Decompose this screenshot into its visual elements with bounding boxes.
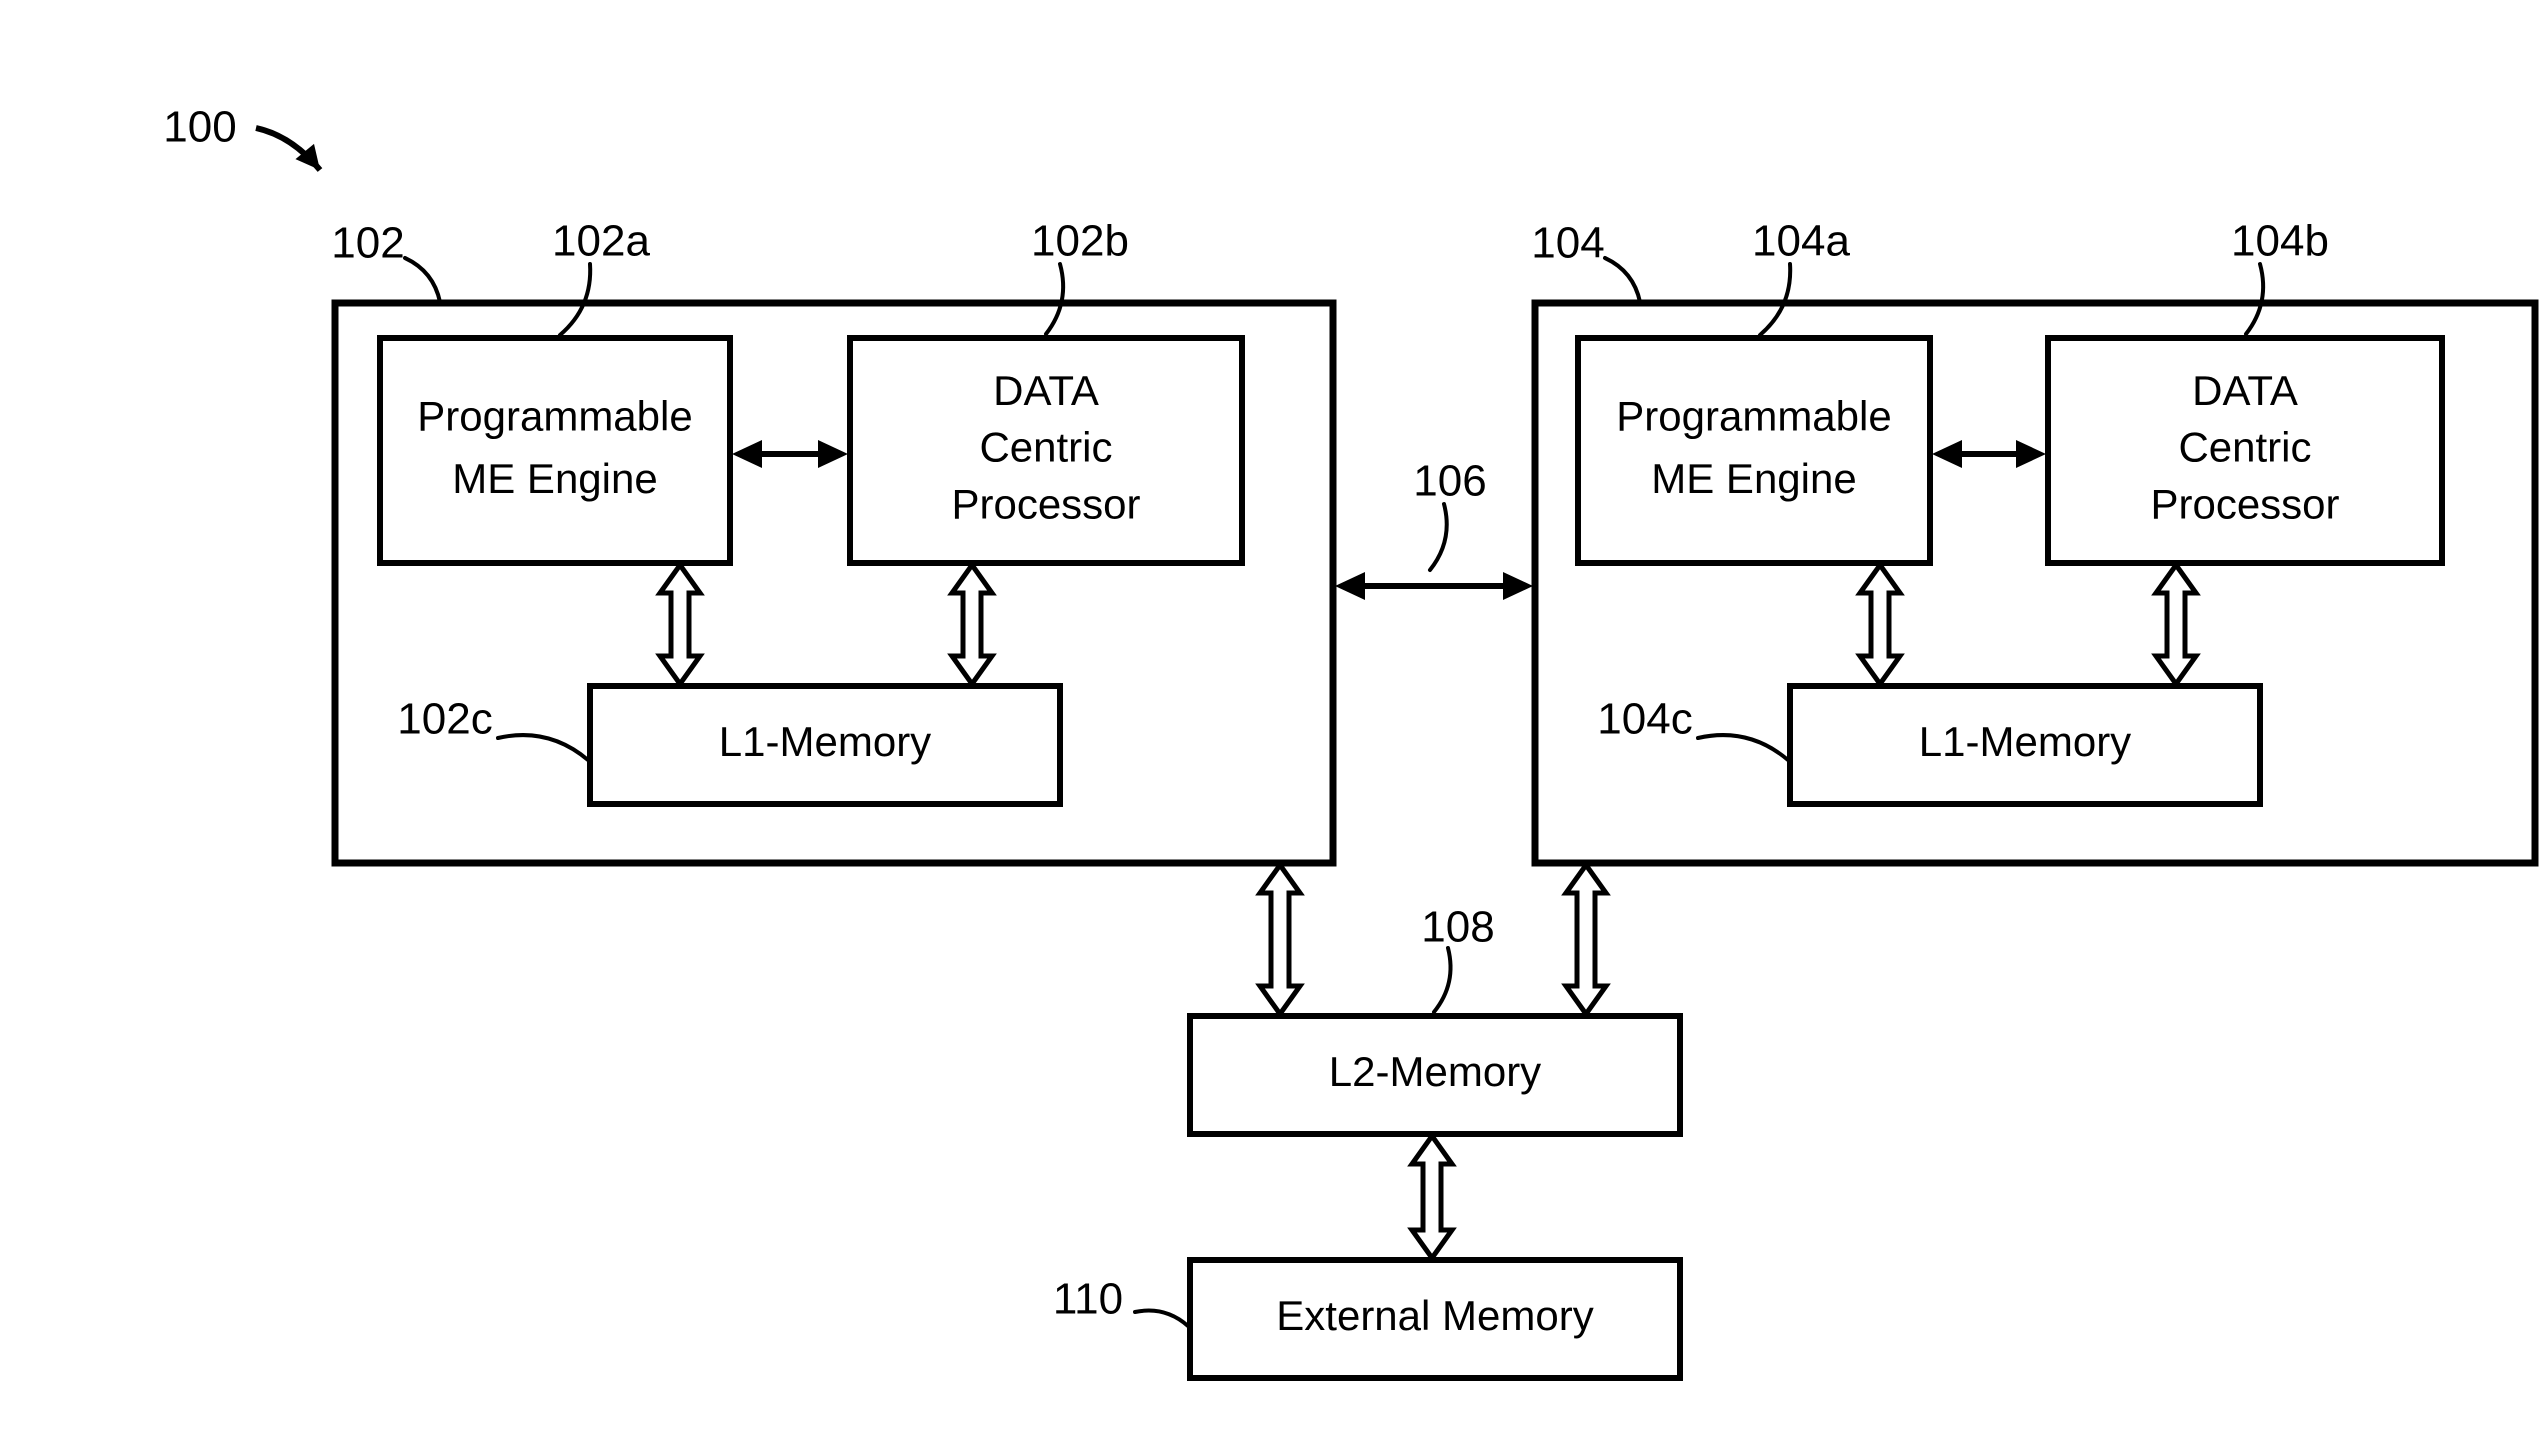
refnum-104a: 104a xyxy=(1752,217,1850,266)
arrow-solid_h_left xyxy=(732,440,848,468)
box-label-ext-0: External Memory xyxy=(1276,1292,1593,1339)
box-label-dcp_right-0: DATA xyxy=(2192,367,2298,414)
refnum-108: 108 xyxy=(1421,903,1494,952)
box-label-me_left-0: Programmable xyxy=(417,392,692,439)
box-outer_right: 104 xyxy=(1531,219,2535,863)
box-dcp_right: DATA Centric Processor 104b xyxy=(2048,217,2442,563)
refnum-104b: 104b xyxy=(2231,217,2329,266)
arrow-open_v_me_right xyxy=(1860,565,1900,684)
leader-106 xyxy=(1430,504,1447,570)
arrow-open_v_outR_l2 xyxy=(1566,865,1606,1014)
leader-102c xyxy=(498,735,588,760)
refnum-110: 110 xyxy=(1053,1275,1123,1324)
leader-110 xyxy=(1135,1311,1188,1326)
leader-108 xyxy=(1434,948,1451,1012)
box-label-l2-0: L2-Memory xyxy=(1329,1048,1541,1095)
box-label-dcp_left-2: Processor xyxy=(951,480,1140,527)
box-ext: External Memory 110 xyxy=(1053,1260,1680,1378)
refnum-102a: 102a xyxy=(552,217,650,266)
box-l2: L2-Memory 108 xyxy=(1190,903,1680,1134)
arrow-open_v_dcp_right xyxy=(2156,565,2196,684)
box-label-l1_left-0: L1-Memory xyxy=(719,718,931,765)
box-rect-outer_right xyxy=(1535,303,2535,863)
refnum-100: 100 xyxy=(163,103,236,152)
box-label-dcp_left-1: Centric xyxy=(979,424,1112,471)
arrow-solid_h_center xyxy=(1335,572,1533,600)
box-label-dcp_right-1: Centric xyxy=(2178,424,2311,471)
box-outer_left: 102 xyxy=(331,219,1333,863)
leader-102b xyxy=(1046,264,1063,334)
box-rect-me_right xyxy=(1578,338,1930,563)
refnum-104: 104 xyxy=(1531,219,1604,268)
refnum-102c: 102c xyxy=(397,695,492,744)
box-dcp_left: DATA Centric Processor 102b xyxy=(850,217,1242,563)
leader-104b xyxy=(2246,264,2263,334)
arrow-open_v_dcp_left xyxy=(952,565,992,684)
refnum-106: 106 xyxy=(1413,457,1486,506)
arrow-open_v_l2_ext xyxy=(1412,1136,1452,1258)
box-l1_left: L1-Memory 102c xyxy=(397,686,1060,804)
leader-104 xyxy=(1605,258,1640,302)
arrow-open_v_me_left xyxy=(660,565,700,684)
leader-102 xyxy=(405,258,440,302)
box-me_right: Programmable ME Engine 104a xyxy=(1578,217,1930,563)
box-label-me_left-1: ME Engine xyxy=(452,455,657,502)
refnum-102: 102 xyxy=(331,219,404,268)
box-label-dcp_left-0: DATA xyxy=(993,367,1099,414)
box-l1_right: L1-Memory 104c xyxy=(1597,686,2260,804)
box-label-l1_right-0: L1-Memory xyxy=(1919,718,2131,765)
leader-104c xyxy=(1698,735,1788,760)
box-label-dcp_right-2: Processor xyxy=(2150,480,2339,527)
refnum-102b: 102b xyxy=(1031,217,1129,266)
box-rect-me_left xyxy=(380,338,730,563)
box-label-me_right-0: Programmable xyxy=(1616,392,1891,439)
box-me_left: Programmable ME Engine 102a xyxy=(380,217,730,563)
arrow-solid_h_right xyxy=(1932,440,2046,468)
diagram-canvas: 102 104 Programmable ME Engine 102a DATA Centr… xyxy=(0,0,2541,1432)
arrow-open_v_outL_l2 xyxy=(1260,865,1300,1014)
refnum-104c: 104c xyxy=(1597,695,1692,744)
box-label-me_right-1: ME Engine xyxy=(1651,455,1856,502)
box-rect-outer_left xyxy=(335,303,1333,863)
